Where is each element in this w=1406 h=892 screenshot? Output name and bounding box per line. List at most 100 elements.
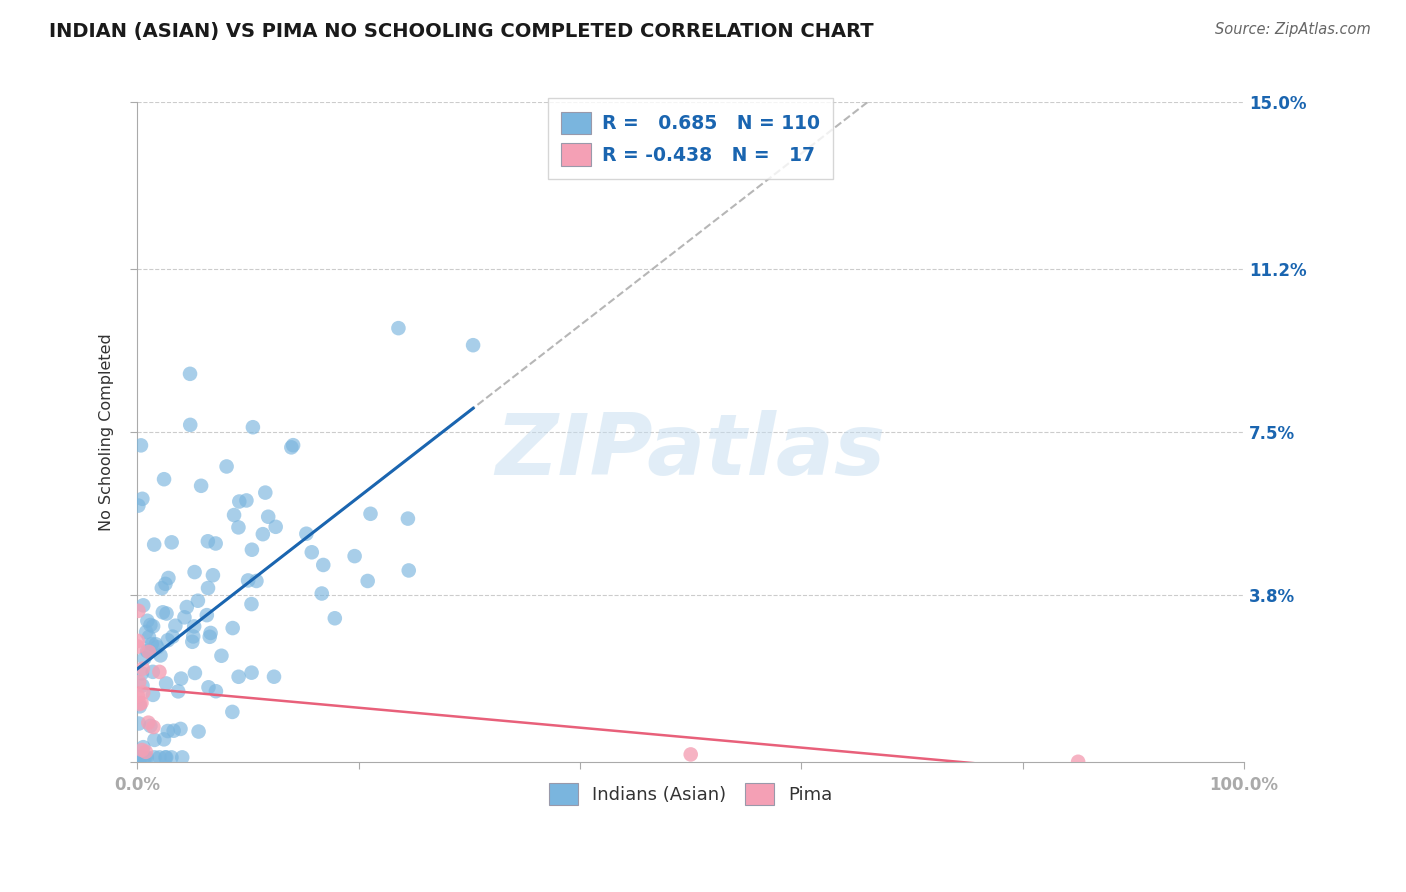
Point [132, 662, 155, 676]
Point [134, 651, 156, 665]
Point [132, 740, 155, 755]
Point [142, 619, 165, 633]
Point [132, 750, 155, 764]
Point [183, 619, 205, 633]
Point [135, 750, 157, 764]
Point [127, 689, 149, 703]
Point [197, 581, 219, 595]
Point [139, 618, 162, 632]
Point [136, 614, 159, 628]
Point [197, 534, 219, 549]
Point [145, 637, 167, 651]
Point [236, 574, 259, 588]
Point [139, 719, 162, 733]
Point [131, 491, 153, 506]
Point [129, 750, 152, 764]
Point [136, 715, 159, 730]
Point [242, 420, 264, 434]
Point [679, 747, 702, 762]
Point [215, 459, 238, 474]
Point [204, 536, 226, 550]
Point [228, 494, 250, 508]
Point [235, 493, 257, 508]
Point [183, 565, 205, 579]
Point [141, 637, 163, 651]
Point [127, 640, 149, 654]
Point [155, 607, 177, 621]
Point [311, 586, 333, 600]
Point [156, 633, 179, 648]
Point [187, 724, 209, 739]
Point [131, 666, 153, 681]
Point [136, 644, 159, 658]
Point [131, 679, 153, 693]
Point [138, 645, 160, 659]
Point [195, 608, 218, 623]
Point [200, 626, 222, 640]
Point [128, 699, 150, 714]
Point [160, 750, 183, 764]
Point [135, 625, 157, 640]
Point [357, 574, 380, 588]
Point [184, 665, 207, 680]
Point [160, 535, 183, 549]
Point [240, 665, 263, 680]
Y-axis label: No Schooling Completed: No Schooling Completed [100, 333, 114, 531]
Point [131, 696, 153, 710]
Point [221, 705, 243, 719]
Point [179, 417, 201, 432]
Point [162, 723, 184, 738]
Point [165, 618, 187, 632]
Point [152, 605, 174, 619]
Point [172, 750, 194, 764]
Point [257, 509, 280, 524]
Legend: Indians (Asian), Pima: Indians (Asian), Pima [541, 776, 839, 812]
Point [1067, 755, 1090, 769]
Point [181, 635, 204, 649]
Point [396, 511, 419, 525]
Point [155, 676, 177, 690]
Point [127, 633, 149, 648]
Point [155, 577, 177, 591]
Point [142, 720, 165, 734]
Point [143, 538, 166, 552]
Point [240, 597, 263, 611]
Point [132, 685, 155, 699]
Point [135, 745, 157, 759]
Text: ZIPatlas: ZIPatlas [495, 410, 886, 493]
Point [138, 630, 160, 644]
Point [245, 574, 267, 588]
Point [461, 338, 484, 352]
Point [129, 438, 152, 452]
Point [301, 545, 323, 559]
Text: INDIAN (ASIAN) VS PIMA NO SCHOOLING COMPLETED CORRELATION CHART: INDIAN (ASIAN) VS PIMA NO SCHOOLING COMP… [49, 22, 875, 41]
Point [132, 599, 155, 613]
Point [134, 750, 156, 764]
Point [228, 520, 250, 534]
Point [149, 648, 172, 663]
Point [198, 630, 221, 644]
Point [128, 675, 150, 690]
Point [254, 485, 277, 500]
Point [142, 665, 165, 679]
Point [343, 549, 366, 563]
Point [155, 750, 177, 764]
Point [156, 724, 179, 739]
Point [205, 684, 228, 698]
Point [167, 684, 190, 698]
Point [170, 672, 193, 686]
Point [190, 479, 212, 493]
Point [264, 520, 287, 534]
Point [187, 593, 209, 607]
Point [209, 648, 232, 663]
Point [127, 604, 149, 618]
Point [387, 321, 409, 335]
Point [128, 750, 150, 764]
Point [197, 680, 219, 694]
Point [176, 600, 198, 615]
Point [131, 743, 153, 757]
Point [263, 670, 285, 684]
Point [148, 665, 170, 679]
Point [181, 630, 204, 644]
Point [162, 630, 184, 644]
